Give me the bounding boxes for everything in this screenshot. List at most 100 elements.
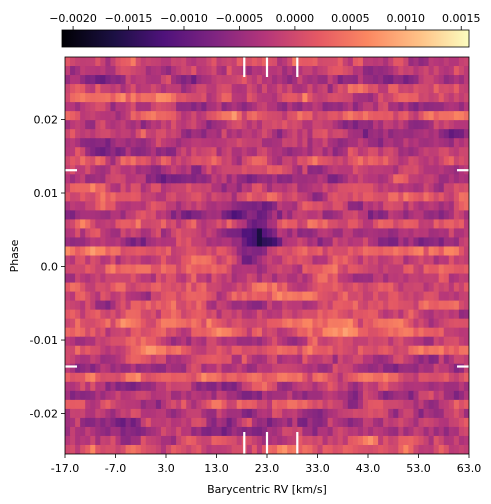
- heatmap-cell: [65, 372, 71, 383]
- heatmap-cell: [191, 192, 197, 202]
- heatmap-cell: [448, 183, 455, 193]
- heatmap-cell: [196, 183, 202, 193]
- heatmap-cell: [378, 318, 384, 329]
- heatmap-cell: [75, 75, 81, 85]
- heatmap-cell: [171, 408, 177, 419]
- heatmap-cell: [140, 237, 147, 248]
- heatmap-cell: [70, 300, 76, 311]
- heatmap-cell: [125, 111, 132, 121]
- heatmap-cell: [186, 444, 192, 454]
- heatmap-cell: [155, 210, 162, 221]
- heatmap-cell: [357, 399, 364, 410]
- heatmap-cell: [206, 390, 213, 401]
- heatmap-cell: [317, 372, 324, 383]
- heatmap-cell: [443, 192, 450, 202]
- heatmap-cell: [201, 273, 207, 284]
- heatmap-cell: [388, 147, 394, 157]
- heatmap-cell: [226, 120, 233, 130]
- heatmap-cell: [201, 147, 207, 157]
- heatmap-cell: [423, 372, 430, 383]
- heatmap-cell: [438, 93, 445, 103]
- heatmap-cell: [307, 300, 314, 311]
- heatmap-cell: [342, 129, 349, 139]
- heatmap-cell: [95, 372, 101, 383]
- heatmap-cell: [307, 426, 314, 437]
- heatmap-cell: [90, 444, 96, 454]
- heatmap-cell: [191, 291, 197, 302]
- heatmap-cell: [267, 408, 273, 419]
- heatmap-cell: [160, 399, 167, 410]
- heatmap-cell: [100, 408, 106, 419]
- heatmap-cell: [135, 84, 142, 94]
- heatmap-cell: [211, 264, 218, 275]
- heatmap-cell: [438, 354, 445, 365]
- heatmap-cell: [438, 174, 445, 184]
- heatmap-cell: [312, 156, 319, 166]
- heatmap-cell: [231, 156, 238, 166]
- heatmap-cell: [287, 246, 293, 257]
- heatmap-cell: [70, 174, 76, 184]
- heatmap-cell: [201, 381, 207, 392]
- heatmap-cell: [196, 147, 202, 157]
- heatmap-cell: [312, 129, 319, 139]
- heatmap-cell: [145, 201, 152, 211]
- heatmap-cell: [352, 183, 359, 193]
- heatmap-cell: [85, 417, 91, 428]
- y-tick-label: 0.01: [34, 187, 59, 200]
- heatmap-cell: [256, 417, 263, 428]
- heatmap-cell: [368, 363, 374, 374]
- heatmap-cell: [302, 156, 308, 166]
- heatmap-cell: [125, 237, 132, 248]
- heatmap-cell: [428, 327, 435, 338]
- heatmap-cell: [388, 219, 394, 230]
- heatmap-cell: [297, 318, 303, 329]
- heatmap-cell: [166, 390, 172, 401]
- heatmap-cell: [393, 156, 399, 166]
- heatmap-cell: [176, 336, 182, 347]
- heatmap-cell: [418, 300, 425, 311]
- heatmap-cell: [282, 273, 288, 284]
- heatmap-cell: [282, 138, 288, 148]
- heatmap-cell: [327, 354, 334, 365]
- heatmap-cell: [267, 381, 273, 392]
- heatmap-cell: [388, 93, 394, 103]
- heatmap-cell: [120, 237, 127, 248]
- heatmap-cell: [221, 147, 228, 157]
- heatmap-cell: [236, 219, 243, 230]
- heatmap-cell: [383, 309, 389, 320]
- heatmap-cell: [75, 201, 81, 211]
- heatmap-cell: [216, 165, 223, 175]
- heatmap-cell: [221, 264, 228, 275]
- heatmap-cell: [438, 336, 445, 347]
- heatmap-cell: [443, 345, 450, 356]
- heatmap-cell: [312, 390, 319, 401]
- heatmap-cell: [383, 282, 389, 293]
- heatmap-cell: [307, 228, 314, 239]
- heatmap-cell: [75, 210, 81, 221]
- heatmap-cell: [246, 102, 253, 112]
- heatmap-cell: [211, 246, 218, 257]
- heatmap-cell: [90, 390, 96, 401]
- heatmap-cell: [378, 300, 384, 311]
- heatmap-cell: [453, 408, 460, 419]
- heatmap-cell: [458, 138, 465, 148]
- heatmap-cell: [418, 264, 425, 275]
- heatmap-cell: [347, 381, 354, 392]
- heatmap-cell: [463, 300, 469, 311]
- heatmap-cell: [206, 111, 213, 121]
- heatmap-cell: [216, 327, 223, 338]
- heatmap-cell: [236, 363, 243, 374]
- heatmap-cell: [277, 354, 283, 365]
- heatmap-cell: [272, 102, 278, 112]
- heatmap-cell: [251, 390, 258, 401]
- heatmap-cell: [378, 354, 384, 365]
- heatmap-cell: [196, 192, 202, 202]
- heatmap-cell: [256, 75, 263, 85]
- heatmap-cell: [196, 174, 202, 184]
- heatmap-cell: [261, 300, 268, 311]
- heatmap-cell: [95, 336, 101, 347]
- heatmap-cell: [150, 210, 157, 221]
- heatmap-cell: [206, 327, 213, 338]
- heatmap-cell: [186, 309, 192, 320]
- heatmap-cell: [453, 336, 460, 347]
